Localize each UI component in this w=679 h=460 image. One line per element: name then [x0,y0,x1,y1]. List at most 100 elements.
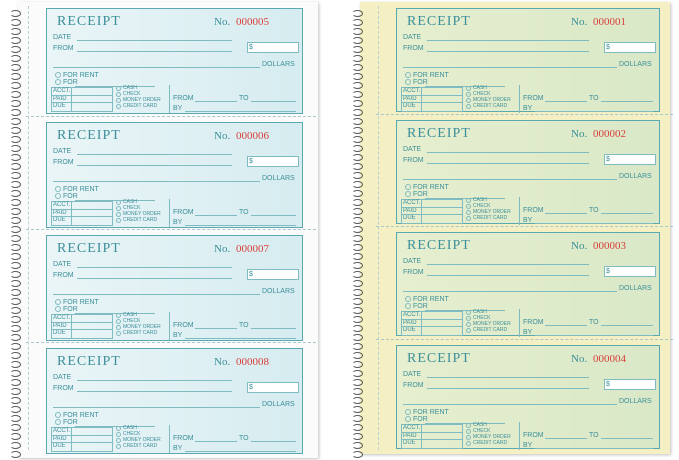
for-rent-label: FOR RENT [413,184,449,191]
spiral-ring [352,325,363,332]
receipt-title: RECEIPT [57,241,121,256]
perforation [376,226,673,227]
account-table [51,427,113,452]
radio [116,212,121,217]
for-rent-label: FOR RENT [413,409,449,416]
spiral-ring [352,271,363,278]
receipt-title: RECEIPT [407,351,471,366]
payment-label: CHECK [123,205,141,211]
from-label: FROM [53,385,74,392]
spiral-ring [10,37,21,44]
receipt-number: 000004 [593,353,626,365]
from-label: FROM [53,45,74,52]
amount-box [247,269,299,280]
table-row [401,319,462,320]
receipt-title: RECEIPT [407,126,471,141]
period-from-label: FROM [523,432,544,439]
dollar-sign: $ [606,44,610,51]
date-label: DATE [53,261,72,268]
period-to-line [251,328,296,329]
date-label: DATE [403,146,422,153]
dollar-sign: $ [249,158,253,165]
table-col [421,199,422,223]
payment-label: MONEY ORDER [473,209,511,215]
spiral-ring [352,226,363,233]
date-line [427,40,589,41]
period-to-line [251,441,296,442]
spiral-ring [10,307,21,314]
from-line [77,391,232,392]
from-label: FROM [403,45,424,52]
payment-label: MONEY ORDER [473,434,511,440]
radio [116,200,121,205]
by-label: BY [173,332,183,339]
period-to-label: TO [589,207,599,214]
radio [405,416,411,422]
for-line [425,310,505,311]
radio [405,191,411,197]
for-label: FOR [63,419,78,426]
by-line [185,451,296,452]
radio [116,92,121,97]
spiral-ring [10,217,21,224]
spiral-ring [352,172,363,179]
payment-label: CREDIT CARD [473,440,508,446]
spiral-ring [10,334,21,341]
radio [405,72,411,78]
spiral-ring [10,415,21,422]
date-line [427,264,589,265]
number-label: No. [571,128,588,140]
spiral-ring [10,451,21,458]
dollar-sign: $ [606,268,610,275]
by-line [185,338,296,339]
dollars-line [53,407,260,408]
payment-label: MONEY ORDER [473,321,511,327]
payment-label: MONEY ORDER [123,97,161,103]
radio [116,98,121,103]
divider [169,425,170,453]
spiral-ring [10,208,21,215]
account-label: ACCT. [403,88,421,94]
spiral-ring [10,352,21,359]
radio [55,306,61,312]
spiral-ring [352,235,363,242]
spiral-ring [10,118,21,125]
radio [116,331,121,336]
spiral-ring [352,190,363,197]
for-rent-label: FOR RENT [63,412,99,419]
period-from-line [195,215,237,216]
radio [466,104,471,109]
period-to-line [601,438,653,439]
divider [169,85,170,113]
spiral-ring [352,145,363,152]
account-label: DUE [403,440,416,446]
for-rent-label: FOR RENT [413,296,449,303]
radio [466,328,471,333]
dollars-line [403,291,617,292]
spiral-ring [352,244,363,251]
account-label: DUE [53,443,66,449]
number-label: No. [214,16,231,28]
spiral-ring [352,397,363,404]
spiral-ring [352,370,363,377]
from-line [427,275,589,276]
radio [116,313,121,318]
from-label: FROM [403,269,424,276]
period-to-line [601,213,653,214]
spiral-ring [10,271,21,278]
spiral-ring [352,82,363,89]
receipt: RECEIPT No. 000004 DATE FROM $ DOLLARS FOR RENT… [396,345,660,450]
period-from-line [545,438,587,439]
period-from-line [545,325,587,326]
spiral-ring [10,55,21,62]
radio [466,86,471,91]
account-label: PAID [403,208,417,214]
spiral-ring [352,10,363,17]
period-from-line [195,441,237,442]
payment-label: CASH [123,199,137,205]
account-table [401,424,463,449]
spiral-ring [352,109,363,116]
spiral-ring [10,316,21,323]
spiral-ring [352,28,363,35]
spiral-ring [352,136,363,143]
